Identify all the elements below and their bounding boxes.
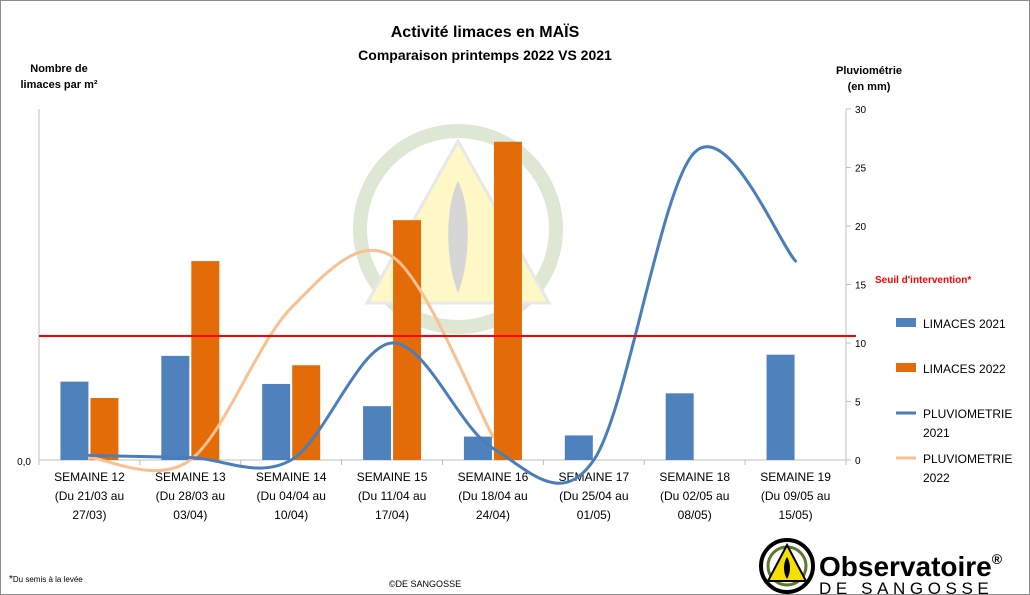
x-category-label: SEMAINE 13 [155, 470, 226, 484]
bar-limaces-2021 [262, 383, 291, 460]
left-axis-tick-label: 0,0 [17, 457, 31, 468]
x-category-label: 15/05) [779, 508, 813, 522]
footnote: *Du semis à la levée [9, 574, 83, 585]
x-category-label: (Du 18/04 au [458, 489, 527, 503]
right-axis-tick-label: 0 [855, 456, 861, 467]
legend-item: PLUVIOMETRIE 2022 [896, 452, 1012, 485]
left-axis-label-line2: limaces par m² [20, 79, 97, 91]
x-category-label: 01/05) [577, 508, 611, 522]
line-pluviometrie-2021 [87, 145, 798, 485]
logo-text-observatoire: Observatoire [819, 551, 992, 582]
footnote-star: * [9, 574, 13, 585]
right-axis-tick-label: 10 [855, 339, 867, 350]
bar-limaces-2022 [191, 261, 220, 460]
chart-subtitle: Comparaison printemps 2022 VS 2021 [358, 47, 612, 63]
x-category-label: (Du 09/05 au [761, 489, 830, 503]
left-axis-label-line1: Nombre de [30, 63, 87, 75]
legend-swatch [896, 363, 916, 372]
bar-limaces-2021 [564, 435, 593, 460]
legend-label: 2022 [923, 471, 950, 485]
x-category-label: (Du 21/03 au [55, 489, 124, 503]
x-category-label: SEMAINE 12 [54, 470, 125, 484]
bar-limaces-2022 [292, 365, 321, 460]
x-axis-categories: SEMAINE 12 (Du 21/03 au 27/03) SEMAINE 13 (D… [38, 460, 847, 522]
observatoire-logo: Observatoire® DE SANGOSSE [759, 538, 1003, 594]
logo-text-sub: DE SANGOSSE [819, 579, 993, 594]
logo-registered-mark: ® [992, 551, 1003, 567]
right-axis-ticks: 0 5 10 15 20 25 30 [846, 105, 867, 467]
legend-label: 2021 [923, 426, 950, 440]
copyright: ©DE SANGOSSE [389, 579, 461, 589]
legend-label: PLUVIOMETRIE [923, 452, 1012, 466]
right-axis-tick-label: 25 [855, 164, 867, 175]
legend-item: LIMACES 2021 [896, 317, 1006, 331]
x-category-label: SEMAINE 16 [458, 470, 529, 484]
threshold-label: Seuil d'intervention* [875, 275, 971, 286]
right-axis-tick-label: 20 [855, 222, 867, 233]
chart-legend: LIMACES 2021 LIMACES 2022 PLUVIOMETRIE 2021… [896, 317, 1012, 485]
right-axis-label-line2: (en mm) [848, 81, 891, 93]
footnote-text: Du semis à la levée [13, 575, 83, 584]
legend-label: LIMACES 2022 [923, 362, 1006, 376]
bar-limaces-2021 [665, 393, 694, 460]
x-category-label: 17/04) [375, 508, 409, 522]
x-category-label: (Du 02/05 au [660, 489, 729, 503]
x-category-label: (Du 11/04 au [358, 489, 427, 503]
line-pluviometrie-2022 [87, 248, 495, 472]
bar-limaces-2022 [493, 141, 522, 460]
right-axis-tick-label: 15 [855, 281, 867, 292]
right-axis-tick-label: 30 [855, 105, 867, 116]
x-category-label: SEMAINE 18 [659, 470, 730, 484]
legend-label: LIMACES 2021 [923, 317, 1006, 331]
legend-label: PLUVIOMETRIE [923, 407, 1012, 421]
x-category-label: 24/04) [476, 508, 510, 522]
logo-text-main: Observatoire® [819, 551, 1003, 582]
right-axis-label-line1: Pluviométrie [836, 65, 902, 77]
x-category-label: SEMAINE 17 [558, 470, 629, 484]
x-category-label: SEMAINE 15 [357, 470, 428, 484]
legend-item: PLUVIOMETRIE 2021 [896, 407, 1012, 440]
watermark-logo [353, 124, 563, 334]
legend-item: LIMACES 2022 [896, 362, 1006, 376]
x-category-label: 10/04) [274, 508, 308, 522]
x-category-label: (Du 04/04 au [256, 489, 325, 503]
x-category-label: 03/04) [173, 508, 207, 522]
bar-limaces-2021 [363, 406, 392, 460]
bar-limaces-2021 [766, 354, 795, 460]
x-category-label: (Du 25/04 au [559, 489, 628, 503]
logo-icon [759, 538, 815, 594]
bar-limaces-2022 [393, 220, 422, 460]
legend-swatch [896, 318, 916, 327]
x-category-label: (Du 28/03 au [156, 489, 225, 503]
chart-title: Activité limaces en MAÏS [391, 23, 580, 41]
bar-limaces-2022 [90, 397, 119, 460]
line-series [87, 145, 798, 485]
x-category-label: 27/03) [72, 508, 106, 522]
bar-limaces-2021 [161, 355, 190, 460]
x-category-label: SEMAINE 19 [760, 470, 831, 484]
bar-limaces-2021 [60, 381, 89, 460]
x-category-label: 08/05) [678, 508, 712, 522]
right-axis-tick-label: 5 [855, 398, 861, 409]
x-category-label: SEMAINE 14 [256, 470, 327, 484]
bar-limaces-2021 [463, 436, 492, 460]
